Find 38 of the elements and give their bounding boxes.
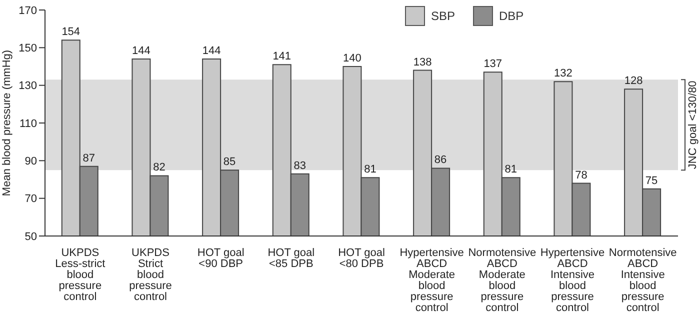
legend-label: DBP bbox=[499, 9, 524, 23]
data-label: 132 bbox=[554, 68, 572, 80]
data-label: 144 bbox=[132, 44, 150, 57]
y-axis-title: Mean blood pressure (mmHg) bbox=[1, 50, 13, 196]
data-label: 81 bbox=[504, 164, 518, 176]
data-label: 86 bbox=[434, 154, 447, 166]
data-label: 81 bbox=[364, 164, 376, 176]
y-tick-label: 150 bbox=[18, 42, 37, 55]
data-label: 154 bbox=[62, 26, 80, 38]
data-label: 128 bbox=[624, 75, 643, 88]
data-label: 144 bbox=[202, 44, 221, 57]
x-tick-label: Normotensive ABCD Moderate blood pressure control bbox=[468, 247, 536, 314]
y-tick-label: 170 bbox=[18, 4, 37, 17]
y-tick-label: 90 bbox=[24, 156, 37, 168]
y-tick-label: 70 bbox=[24, 193, 37, 206]
data-label: 141 bbox=[272, 50, 292, 63]
data-label: 85 bbox=[223, 156, 236, 168]
x-tick-label: Hypertensive ABCD Moderate blood pressure control bbox=[400, 247, 464, 314]
data-label: 87 bbox=[82, 152, 96, 164]
data-label: 82 bbox=[153, 162, 166, 174]
data-label: 78 bbox=[575, 169, 588, 182]
data-label: 138 bbox=[413, 56, 432, 68]
x-tick-label: UKPDS Less-strict blood pressure control bbox=[55, 247, 106, 303]
data-label: 83 bbox=[294, 160, 306, 172]
x-tick-label: UKPDS Strict blood pressure control bbox=[129, 247, 172, 303]
x-tick-label: Normotensive ABCD Intensive blood pressure control bbox=[608, 247, 677, 314]
y-tick-label: 50 bbox=[24, 230, 37, 243]
band-label: JNC goal <130/80 bbox=[687, 80, 699, 170]
y-tick-label: 110 bbox=[19, 118, 37, 130]
x-tick-label: Hypertensive ABCD Intensive blood pressure control bbox=[540, 247, 605, 314]
x-tick-label: HOT goal <90 DBP bbox=[197, 247, 244, 270]
x-tick-label: HOT goal <80 DPB bbox=[338, 247, 385, 270]
data-label: 137 bbox=[484, 58, 502, 70]
data-label: 140 bbox=[343, 52, 362, 64]
x-tick-label: HOT goal <85 DPB bbox=[268, 247, 315, 270]
data-label: 75 bbox=[645, 174, 658, 187]
y-tick-label: 130 bbox=[18, 80, 37, 92]
legend-label: SBP bbox=[431, 9, 456, 23]
